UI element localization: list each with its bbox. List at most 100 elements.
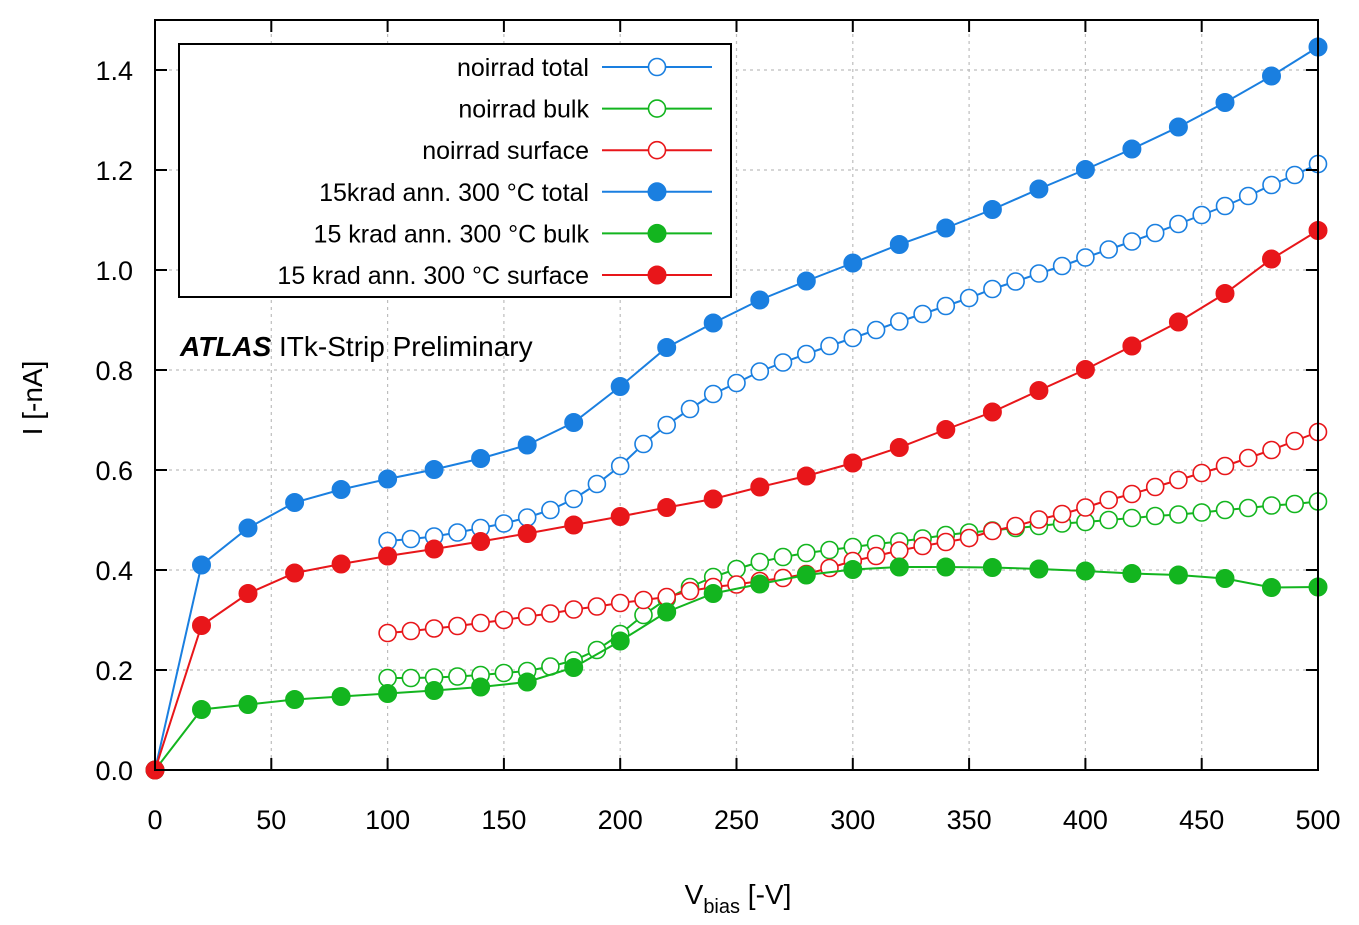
y-tick-label: 0.4 bbox=[95, 556, 133, 586]
x-axis-title-unit: [-V] bbox=[740, 879, 791, 910]
series-4 bbox=[145, 557, 1328, 780]
data-point bbox=[424, 539, 444, 559]
data-point bbox=[657, 602, 677, 622]
data-point bbox=[1168, 117, 1188, 137]
data-point bbox=[1215, 196, 1235, 216]
data-point bbox=[750, 290, 770, 310]
data-point bbox=[913, 304, 932, 324]
data-point bbox=[331, 480, 351, 499]
data-point bbox=[1262, 175, 1281, 195]
data-point bbox=[192, 700, 211, 719]
data-point bbox=[1262, 578, 1281, 597]
data-point bbox=[1075, 160, 1095, 179]
data-point bbox=[796, 344, 816, 364]
data-point bbox=[517, 672, 537, 692]
legend-marker bbox=[647, 140, 667, 160]
y-tick-label: 0.0 bbox=[95, 756, 133, 786]
data-point bbox=[727, 559, 746, 579]
data-point bbox=[657, 415, 677, 435]
data-point bbox=[564, 413, 584, 432]
y-axis-title: I [-nA] bbox=[17, 361, 48, 436]
data-point bbox=[378, 469, 398, 489]
legend: noirrad total noirrad bulk noirrad surface… bbox=[178, 43, 732, 298]
data-point bbox=[1029, 381, 1049, 400]
data-point bbox=[610, 377, 630, 396]
data-point bbox=[1262, 249, 1281, 269]
data-point bbox=[517, 435, 537, 455]
data-point bbox=[1122, 484, 1142, 504]
annotation-atlas: ATLAS bbox=[179, 331, 272, 362]
data-point bbox=[983, 279, 1002, 299]
data-point bbox=[1192, 463, 1211, 483]
data-point bbox=[564, 600, 584, 619]
data-point bbox=[796, 466, 816, 486]
data-point bbox=[494, 663, 514, 683]
data-point bbox=[843, 253, 863, 273]
data-point bbox=[1262, 66, 1281, 86]
data-point bbox=[541, 604, 560, 623]
data-point bbox=[1238, 186, 1258, 206]
legend-label: 15 krad ann. 300 °C bulk bbox=[314, 220, 590, 248]
data-point bbox=[1285, 431, 1304, 451]
data-point bbox=[936, 532, 956, 552]
data-point bbox=[1238, 498, 1258, 518]
data-point bbox=[564, 658, 584, 677]
data-point bbox=[703, 584, 723, 603]
data-point bbox=[1122, 564, 1142, 583]
x-tick-label: 0 bbox=[147, 805, 162, 835]
data-point bbox=[703, 384, 723, 404]
data-point bbox=[1122, 336, 1142, 356]
x-tick-label: 250 bbox=[714, 805, 759, 835]
data-point bbox=[1099, 510, 1118, 530]
data-point bbox=[1029, 179, 1049, 199]
data-point bbox=[1262, 440, 1281, 460]
legend-marker bbox=[647, 223, 667, 243]
data-point bbox=[610, 593, 630, 613]
data-point bbox=[1029, 559, 1049, 579]
data-point bbox=[703, 313, 723, 333]
data-point bbox=[1285, 165, 1304, 185]
data-point bbox=[1168, 565, 1188, 585]
data-point bbox=[796, 565, 816, 585]
data-point bbox=[1145, 506, 1165, 526]
y-tick-label: 1.2 bbox=[95, 156, 133, 186]
data-point bbox=[494, 610, 514, 630]
data-point bbox=[982, 558, 1002, 577]
legend-marker bbox=[647, 265, 667, 285]
data-point bbox=[750, 574, 770, 594]
data-point bbox=[238, 695, 258, 714]
data-point bbox=[1215, 93, 1235, 112]
data-point bbox=[1215, 284, 1235, 303]
data-point bbox=[913, 536, 932, 556]
data-point bbox=[564, 489, 584, 509]
data-point bbox=[401, 621, 421, 641]
data-point bbox=[634, 434, 653, 454]
data-point bbox=[1029, 510, 1049, 529]
y-tick-label: 0.8 bbox=[95, 356, 133, 386]
series-line bbox=[154, 566, 1319, 771]
data-point bbox=[1169, 505, 1188, 524]
data-point bbox=[517, 607, 537, 626]
series-3 bbox=[145, 37, 1328, 780]
legend-marker bbox=[647, 182, 667, 202]
x-tick-label: 500 bbox=[1295, 805, 1340, 835]
data-point bbox=[820, 336, 839, 356]
data-point bbox=[843, 560, 863, 579]
data-point bbox=[192, 616, 211, 635]
annotation-text: ITk-Strip Preliminary bbox=[271, 331, 532, 362]
data-point bbox=[843, 453, 863, 473]
x-axis-title-sub: bias bbox=[703, 896, 740, 918]
legend-marker bbox=[647, 99, 667, 118]
data-point bbox=[889, 438, 909, 457]
data-point bbox=[889, 235, 909, 254]
data-point bbox=[564, 515, 584, 535]
data-point bbox=[657, 338, 677, 357]
data-point bbox=[727, 373, 746, 393]
data-point bbox=[471, 449, 491, 468]
data-point bbox=[1122, 139, 1142, 159]
data-point bbox=[331, 687, 351, 706]
legend-label: noirrad total bbox=[457, 54, 589, 82]
data-point bbox=[1076, 498, 1095, 517]
data-point bbox=[424, 619, 444, 638]
